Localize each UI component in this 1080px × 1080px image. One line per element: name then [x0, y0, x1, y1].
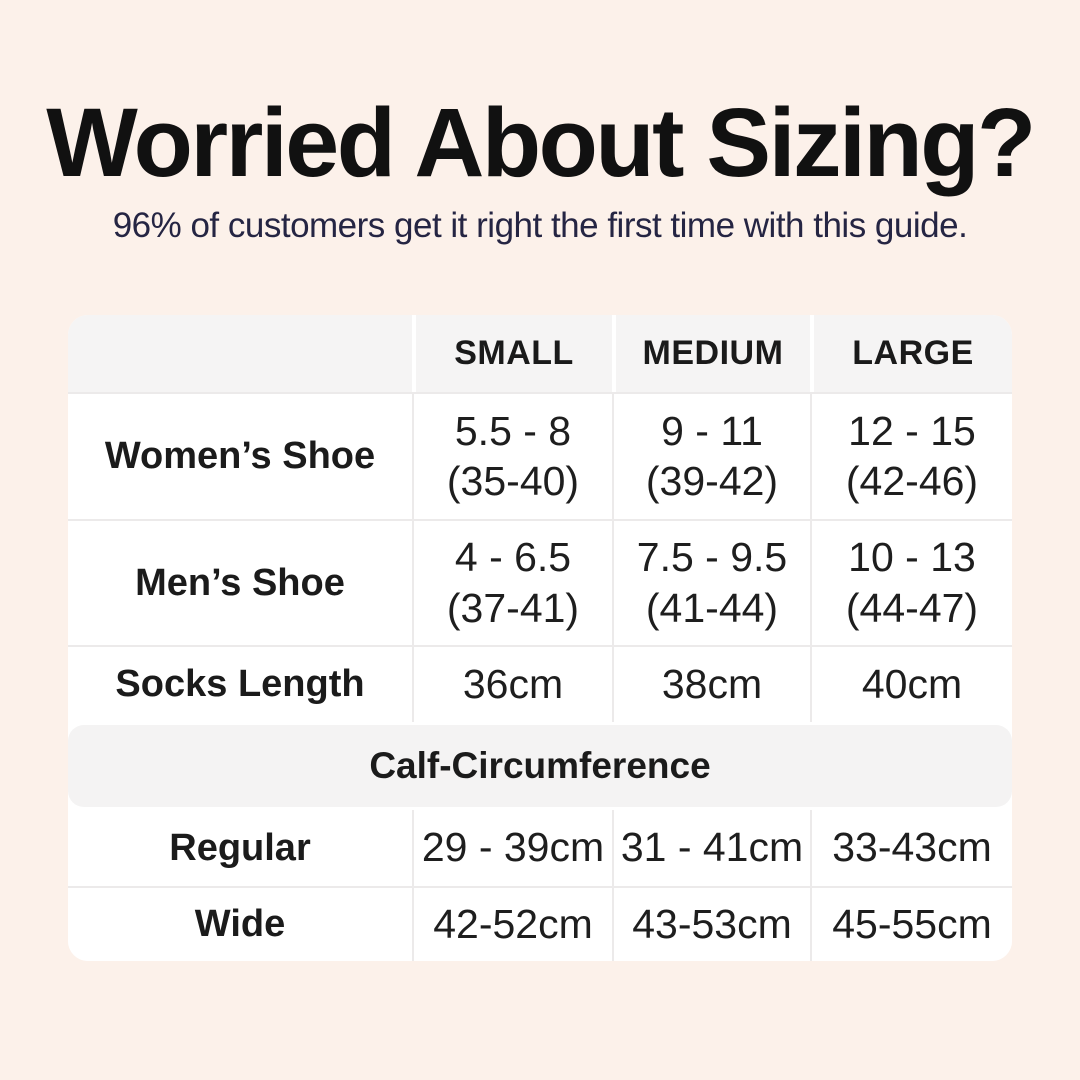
cell-value-line1: 10 - 13: [848, 534, 976, 581]
table-header-row: SMALL MEDIUM LARGE: [68, 315, 1012, 392]
cell-value-line1: 9 - 11: [661, 407, 763, 454]
cell-regular-large: 33-43cm: [810, 810, 1012, 886]
cell-value-line1: 38cm: [661, 660, 763, 707]
cell-value-line1: 4 - 6.5: [454, 534, 572, 581]
cell-value-line1: 5.5 - 8: [454, 407, 572, 454]
cell-socks-small: 36cm: [412, 647, 612, 722]
cell-value-line1: 31 - 41cm: [620, 824, 804, 871]
cell-value-line2: (39-42): [645, 458, 779, 504]
cell-socks-large: 40cm: [810, 647, 1012, 722]
row-label-socks-length: Socks Length: [115, 663, 365, 705]
header-cell-small: SMALL: [412, 315, 612, 392]
cell-value-line2: (35-40): [446, 458, 580, 504]
cell-value-line2: (41-44): [645, 584, 779, 631]
cell-wide-medium: 43-53cm: [612, 888, 810, 961]
cell-value-line2: (42-46): [845, 458, 979, 504]
cell-wide-large: 45-55cm: [810, 888, 1012, 961]
table-row-regular: Regular 29 - 39cm 31 - 41cm 33-43cm: [68, 810, 1012, 886]
section-header-calf-circumference: Calf-Circumference: [68, 725, 1012, 807]
cell-value-line1: 40cm: [861, 660, 963, 707]
cell-value-line1: 45-55cm: [832, 900, 992, 947]
cell-value-line2: (37-41): [446, 584, 580, 631]
cell-value-line1: 36cm: [462, 660, 564, 707]
cell-mens-medium: 7.5 - 9.5 (41-44): [612, 521, 810, 645]
cell-value-line1: 33-43cm: [832, 824, 992, 871]
row-label-wide: Wide: [194, 903, 286, 945]
cell-regular-medium: 31 - 41cm: [612, 810, 810, 886]
header-cell-medium: MEDIUM: [612, 315, 810, 392]
cell-mens-small: 4 - 6.5 (37-41): [412, 521, 612, 645]
table-row-mens-shoe: Men’s Shoe 4 - 6.5 (37-41) 7.5 - 9.5 (41…: [68, 519, 1012, 645]
cell-regular-small: 29 - 39cm: [412, 810, 612, 886]
row-label-mens-shoe: Men’s Shoe: [135, 561, 345, 604]
size-guide-table: SMALL MEDIUM LARGE Women’s Shoe 5.5 - 8 …: [68, 315, 1012, 961]
cell-womens-large: 12 - 15 (42-46): [810, 394, 1012, 519]
cell-value-line1: 43-53cm: [632, 900, 792, 947]
table-row-socks-length: Socks Length 36cm 38cm 40cm: [68, 645, 1012, 722]
table-row-womens-shoe: Women’s Shoe 5.5 - 8 (35-40) 9 - 11 (39-…: [68, 392, 1012, 519]
cell-socks-medium: 38cm: [612, 647, 810, 722]
table-row-wide: Wide 42-52cm 43-53cm 45-55cm: [68, 886, 1012, 961]
cell-mens-large: 10 - 13 (44-47): [810, 521, 1012, 645]
page-subtitle: 96% of customers get it right the first …: [112, 206, 968, 245]
header-cell-large: LARGE: [810, 315, 1012, 392]
page-title: Worried About Sizing?: [46, 88, 1036, 197]
cell-wide-small: 42-52cm: [412, 888, 612, 961]
cell-value-line1: 7.5 - 9.5: [636, 534, 788, 581]
cell-value-line2: (44-47): [845, 584, 979, 631]
cell-womens-medium: 9 - 11 (39-42): [612, 394, 810, 519]
row-label-womens-shoe: Women’s Shoe: [104, 435, 376, 477]
cell-value-line1: 12 - 15: [848, 407, 976, 454]
row-label-regular: Regular: [169, 826, 311, 869]
header-cell-empty: [68, 315, 412, 392]
cell-value-line1: 42-52cm: [433, 900, 593, 947]
cell-womens-small: 5.5 - 8 (35-40): [412, 394, 612, 519]
cell-value-line1: 29 - 39cm: [421, 824, 605, 871]
